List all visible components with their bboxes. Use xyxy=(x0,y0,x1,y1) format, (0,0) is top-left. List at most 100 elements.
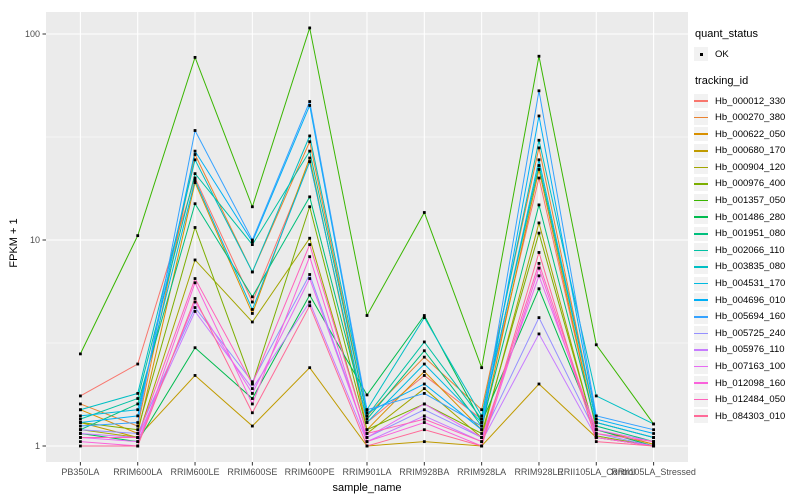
legend-item-Hb_000976_400: Hb_000976_400 xyxy=(694,176,798,191)
data-point xyxy=(193,178,197,182)
legend-key xyxy=(694,160,708,175)
point-icon xyxy=(699,52,703,56)
data-point xyxy=(193,281,197,285)
data-point xyxy=(652,436,656,439)
data-point xyxy=(250,387,254,390)
line-swatch-icon xyxy=(694,100,708,102)
data-point xyxy=(652,428,656,432)
data-point xyxy=(480,421,484,424)
data-point xyxy=(422,382,426,386)
legend-item-label: Hb_004531_170 xyxy=(715,278,786,290)
data-point xyxy=(250,411,254,415)
legend-key xyxy=(694,342,708,357)
data-point xyxy=(250,300,254,304)
legend-item-label: Hb_000976_400 xyxy=(715,178,786,190)
line-swatch-icon xyxy=(694,166,708,169)
legend-item-Hb_000270_380: Hb_000270_380 xyxy=(694,110,798,125)
data-point xyxy=(136,428,140,432)
data-point xyxy=(422,314,426,317)
data-point xyxy=(136,362,140,366)
data-point xyxy=(652,422,656,426)
data-point xyxy=(537,221,541,225)
data-point xyxy=(480,444,484,448)
data-point xyxy=(422,440,426,444)
data-point xyxy=(537,287,541,291)
x-tick-label: RRIM928LE xyxy=(514,467,563,477)
line-swatch-icon xyxy=(694,116,708,119)
data-point xyxy=(136,436,140,439)
x-tick-label: RRIM600PE xyxy=(285,467,335,477)
data-point xyxy=(250,397,254,400)
legend-key xyxy=(694,226,708,241)
y-tick-label: 10 xyxy=(30,235,40,245)
data-point xyxy=(78,402,82,406)
x-tick-label: RRIM928BA xyxy=(399,467,449,477)
legend-item-Hb_002066_110: Hb_002066_110 xyxy=(694,243,798,258)
data-point xyxy=(537,231,541,235)
data-point xyxy=(78,432,82,435)
legend-item-Hb_001357_050: Hb_001357_050 xyxy=(694,193,798,208)
data-point xyxy=(136,408,140,412)
data-point xyxy=(78,421,82,424)
data-point xyxy=(193,374,197,377)
y-tick-label: 1 xyxy=(35,441,40,451)
data-point xyxy=(537,274,541,278)
data-point xyxy=(250,205,254,209)
data-point xyxy=(308,236,312,240)
legend-key xyxy=(694,326,708,341)
data-point xyxy=(537,266,541,270)
legend-item-label: Hb_007163_100 xyxy=(715,361,786,372)
legend-key xyxy=(694,243,708,258)
line-swatch-icon xyxy=(694,332,708,335)
legend-key xyxy=(694,110,708,125)
data-point xyxy=(422,387,426,390)
data-point xyxy=(594,424,598,428)
legend-title-quant-status: quant_status xyxy=(695,28,758,40)
data-point xyxy=(308,156,312,160)
data-point xyxy=(193,129,197,132)
data-point xyxy=(594,440,598,444)
legend-key xyxy=(694,359,708,374)
data-point xyxy=(422,421,426,424)
data-point xyxy=(365,411,369,415)
data-point xyxy=(78,417,82,421)
data-point xyxy=(422,374,426,377)
data-point xyxy=(193,202,197,206)
legend-item-Hb_005694_160: Hb_005694_160 xyxy=(694,309,798,324)
data-point xyxy=(365,393,369,397)
x-tick-label: RRIM600SE xyxy=(227,467,277,477)
data-point xyxy=(537,176,541,180)
data-point xyxy=(193,176,197,180)
line-swatch-icon xyxy=(694,266,708,268)
legend-item-label: Hb_000270_380 xyxy=(715,112,786,124)
data-point xyxy=(250,270,254,274)
data-point xyxy=(422,417,426,421)
data-point xyxy=(250,238,254,242)
data-point xyxy=(78,408,82,412)
legend-key xyxy=(694,409,708,424)
legend-key xyxy=(694,176,708,191)
data-point xyxy=(136,397,140,400)
legend-item-Hb_005725_240: Hb_005725_240 xyxy=(694,326,798,341)
data-point xyxy=(308,195,312,199)
data-point xyxy=(193,277,197,280)
legend-item-label: Hb_004696_010 xyxy=(715,294,786,306)
x-tick-label: RRIM901LA xyxy=(342,467,391,477)
data-point xyxy=(78,428,82,432)
data-point xyxy=(537,251,541,254)
data-point xyxy=(308,243,312,246)
data-point xyxy=(594,421,598,424)
data-point xyxy=(480,424,484,428)
data-point xyxy=(537,261,541,265)
legend-item-Hb_000622_050: Hb_000622_050 xyxy=(694,127,798,142)
legend-item-label: Hb_000622_050 xyxy=(715,128,786,140)
legend-key xyxy=(694,210,708,225)
data-point xyxy=(193,55,197,59)
legend-item-Hb_001951_080: Hb_001951_080 xyxy=(694,226,798,241)
legend-key xyxy=(694,143,708,158)
data-point xyxy=(652,442,656,446)
data-point xyxy=(480,366,484,370)
x-axis-title: sample_name xyxy=(332,482,402,494)
data-point xyxy=(594,417,598,421)
data-point xyxy=(250,320,254,324)
